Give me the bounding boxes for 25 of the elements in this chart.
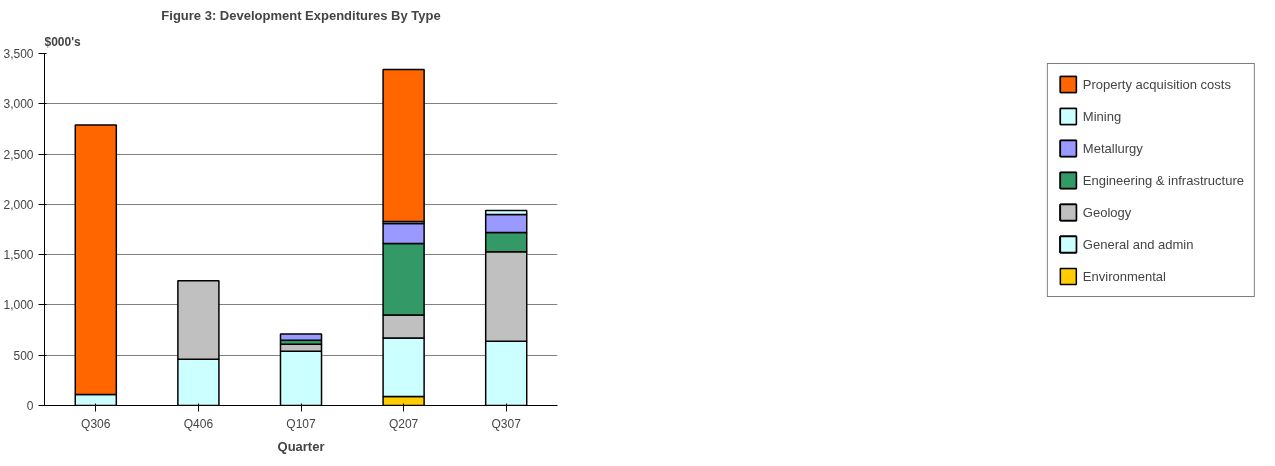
y-tick-label: 500 — [13, 348, 34, 363]
legend-label: Geology — [1082, 204, 1132, 220]
y-tick-label: 3,000 — [3, 97, 34, 112]
y-tick-label: 2,500 — [3, 147, 34, 162]
bar — [279, 333, 323, 341]
legend-label: Environmental — [1082, 268, 1166, 284]
x-axis-title: Quarter — [277, 438, 325, 454]
x-tick-label: Q306 — [81, 416, 111, 431]
legend-label: Metallurgy — [1082, 140, 1143, 156]
y-tick-label: 0 — [26, 399, 34, 413]
y-axis-title: $000's — [44, 34, 82, 49]
legend-label: General and admin — [1082, 236, 1194, 252]
y-tick-label: 3,500 — [3, 47, 34, 61]
y-tick-label: 1,000 — [3, 298, 34, 313]
chart-title: Figure 3: Development Expenditures By Type — [161, 7, 441, 23]
legend-label: Mining — [1082, 108, 1122, 124]
legend-label: Property acquisition costs — [1082, 76, 1231, 92]
legend-label: Engineering & infrastructure — [1082, 172, 1244, 188]
x-tick-label: Q207 — [388, 416, 419, 431]
bar — [382, 68, 425, 223]
x-tick-label: Q406 — [183, 416, 214, 431]
x-tick-label: Q107 — [286, 416, 316, 431]
y-tick-label: 2,000 — [3, 197, 34, 212]
y-tick-label: 1,500 — [3, 248, 34, 263]
x-tick-label: Q307 — [491, 416, 522, 431]
